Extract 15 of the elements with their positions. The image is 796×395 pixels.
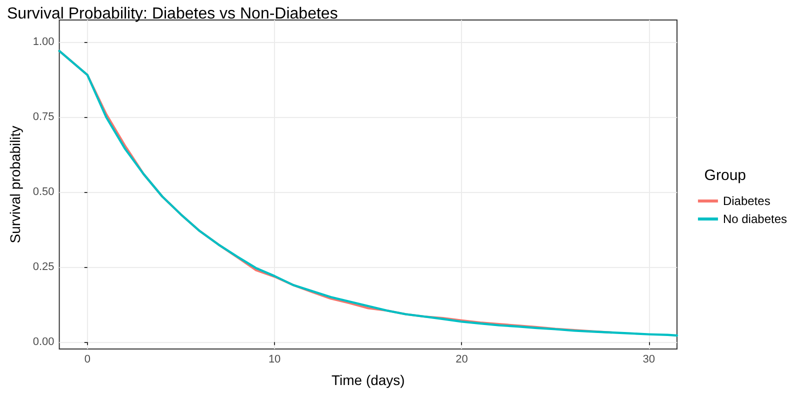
y-tick-label: 0.25 — [32, 261, 54, 274]
y-tick-label: 0.00 — [32, 336, 54, 348]
legend-label: No diabetes — [722, 212, 788, 226]
y-tick-label: 0.75 — [32, 110, 54, 123]
legend-title: Group — [704, 167, 746, 184]
x-tick-label: 0 — [84, 354, 90, 366]
x-tick-label: 10 — [268, 354, 281, 366]
x-tick-label: 30 — [642, 354, 656, 366]
x-tick-label: 20 — [456, 354, 468, 366]
y-tick-label: 0.50 — [32, 186, 54, 198]
chart-title: Survival Probability: Diabetes vs Non-Diabetes — [7, 6, 338, 22]
legend-label: Diabetes — [722, 194, 770, 208]
x-axis-title: Time (days) — [331, 372, 405, 388]
y-axis-title: Survival probability — [7, 126, 23, 244]
y-tick-label: 1.00 — [32, 36, 54, 48]
